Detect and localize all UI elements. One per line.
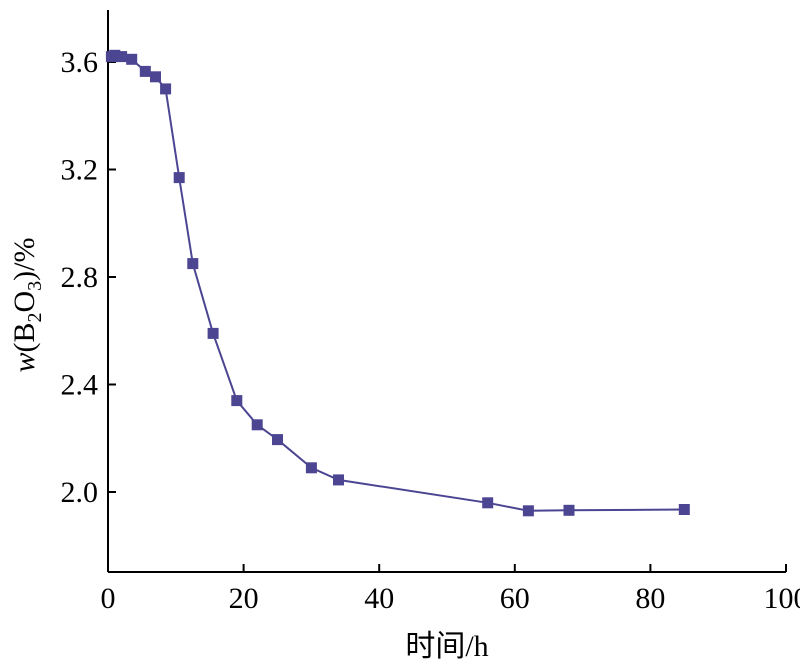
data-point-marker — [116, 51, 128, 63]
y-ticks: 2.0 2.4 2.8 3.2 3.6 — [61, 46, 116, 509]
data-point-marker — [207, 327, 219, 339]
y-tick-label: 3.6 — [61, 46, 99, 79]
y-axis-title-sub2: 3 — [24, 281, 46, 291]
data-series — [105, 49, 690, 517]
data-point-marker — [150, 71, 161, 83]
data-point-marker — [522, 505, 534, 517]
y-axis-title-close: )/% — [8, 237, 41, 280]
x-tick-label: 20 — [229, 582, 259, 615]
series-line — [111, 54, 685, 512]
data-point-marker — [160, 83, 172, 95]
x-tick-label: 60 — [500, 582, 530, 615]
data-point-marker — [678, 504, 690, 515]
y-tick-label: 3.2 — [61, 154, 99, 187]
axes — [107, 10, 786, 573]
x-tick-label: 40 — [364, 582, 394, 615]
data-point-marker — [231, 395, 243, 407]
x-axis-title: 时间/h — [405, 630, 488, 663]
data-point-marker — [109, 49, 121, 61]
data-point-marker — [482, 497, 494, 509]
y-axis-title-open: (B — [8, 322, 41, 352]
y-tick-label: 2.0 — [61, 476, 99, 509]
data-point-marker — [251, 419, 263, 431]
y-axis-title-sub1: 2 — [24, 312, 46, 322]
data-point-marker — [126, 53, 138, 65]
x-tick-label: 100 — [764, 582, 800, 615]
x-ticks: 0 20 40 60 80 100 — [101, 564, 800, 615]
data-point-marker — [187, 258, 199, 270]
y-axis-title-mid: O — [8, 291, 41, 313]
y-tick-label: 2.8 — [61, 261, 99, 294]
data-point-marker — [139, 65, 151, 77]
data-point-marker — [173, 172, 185, 184]
x-tick-label: 80 — [635, 582, 665, 615]
y-axis-title: w(B2O3)/% — [8, 237, 46, 372]
data-point-marker — [563, 504, 575, 516]
y-tick-label: 2.4 — [61, 369, 99, 402]
x-tick-label: 0 — [101, 582, 116, 615]
data-point-marker — [305, 462, 317, 474]
data-point-marker — [272, 434, 283, 446]
data-point-marker — [333, 474, 344, 486]
y-axis-title-prefix: w — [8, 352, 41, 372]
